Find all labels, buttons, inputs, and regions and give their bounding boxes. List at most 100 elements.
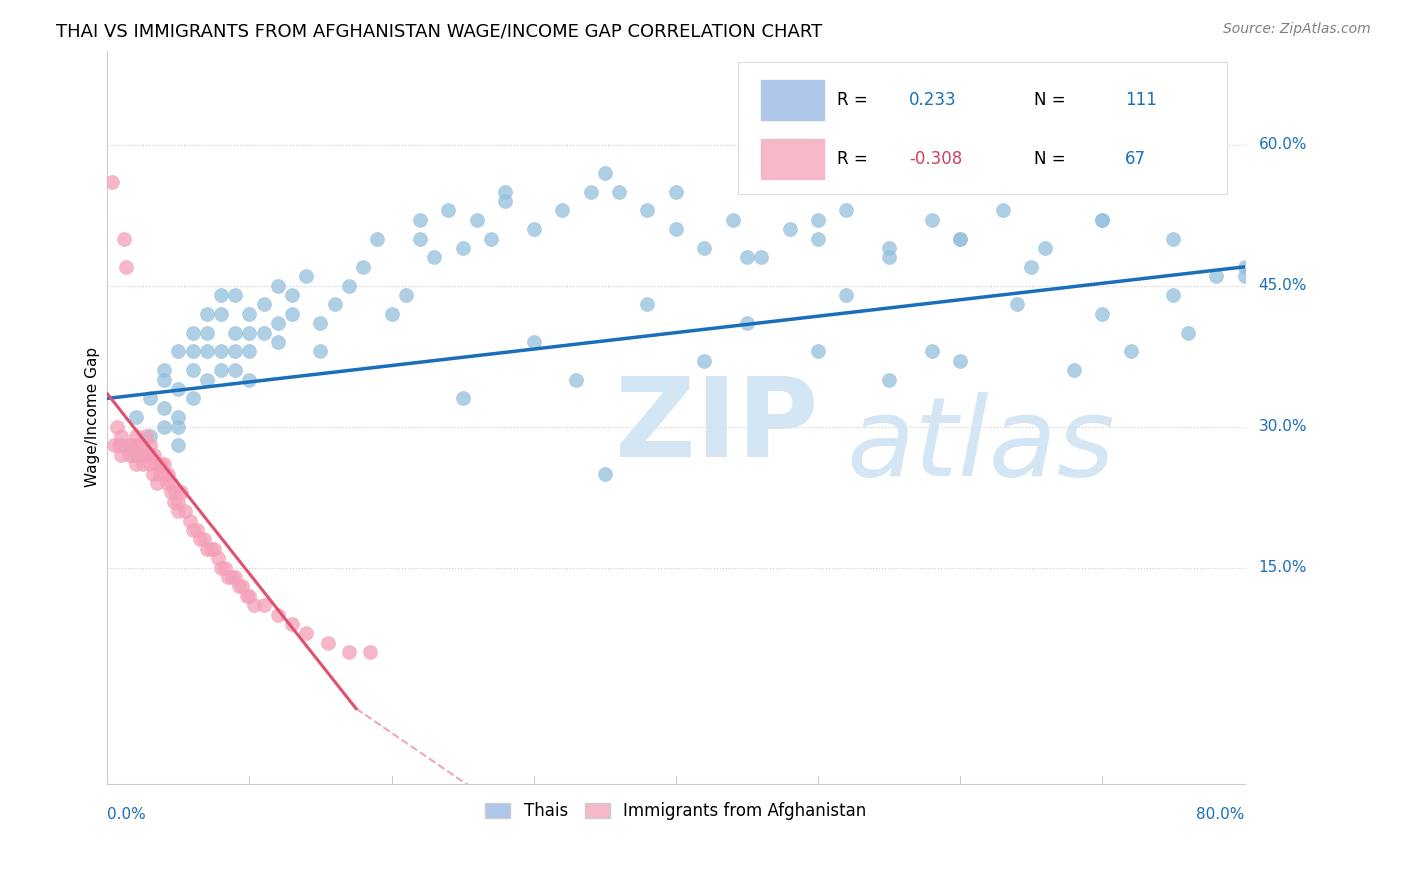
Text: 80.0%: 80.0% [1197, 807, 1244, 822]
Text: THAI VS IMMIGRANTS FROM AFGHANISTAN WAGE/INCOME GAP CORRELATION CHART: THAI VS IMMIGRANTS FROM AFGHANISTAN WAGE… [56, 22, 823, 40]
Text: R =: R = [838, 150, 873, 168]
Point [238, 344, 260, 359]
Point [124, 438, 146, 452]
Point [132, 457, 155, 471]
Point [153, 419, 176, 434]
Point [167, 504, 190, 518]
Point [179, 514, 201, 528]
Point [107, 438, 129, 452]
Point [224, 363, 246, 377]
Point [1091, 307, 1114, 321]
Point [423, 251, 446, 265]
Point [807, 212, 830, 227]
Point [228, 579, 250, 593]
Point [207, 551, 229, 566]
Point [156, 475, 179, 490]
Point [479, 232, 502, 246]
Text: 0.233: 0.233 [910, 91, 956, 109]
Point [636, 203, 658, 218]
Point [295, 626, 318, 640]
Point [153, 363, 176, 377]
Point [1063, 363, 1085, 377]
Point [238, 589, 260, 603]
Point [1163, 232, 1185, 246]
Point [921, 344, 943, 359]
Point [949, 354, 972, 368]
Point [465, 212, 488, 227]
Point [167, 410, 190, 425]
Point [238, 326, 260, 340]
Point [224, 326, 246, 340]
Point [217, 570, 239, 584]
Point [1163, 288, 1185, 302]
Point [100, 175, 122, 189]
Bar [761, 80, 824, 120]
Point [167, 344, 190, 359]
Point [195, 344, 218, 359]
Point [224, 288, 246, 302]
Text: N =: N = [1035, 150, 1071, 168]
Point [209, 344, 232, 359]
Point [949, 232, 972, 246]
Point [146, 457, 169, 471]
Point [309, 344, 332, 359]
Point [105, 419, 128, 434]
Point [1205, 269, 1227, 284]
Point [142, 467, 165, 481]
Point [143, 448, 166, 462]
Point [359, 645, 381, 659]
Point [209, 288, 232, 302]
Point [267, 334, 290, 349]
Point [181, 326, 204, 340]
Point [1091, 212, 1114, 227]
Point [167, 419, 190, 434]
Point [167, 382, 190, 396]
Point [181, 344, 204, 359]
Text: -0.308: -0.308 [910, 150, 962, 168]
Point [157, 467, 180, 481]
Point [721, 212, 744, 227]
Text: 60.0%: 60.0% [1258, 137, 1308, 153]
Point [316, 636, 339, 650]
Point [124, 429, 146, 443]
Point [139, 429, 162, 443]
Point [136, 448, 159, 462]
Point [110, 448, 132, 462]
Point [835, 203, 858, 218]
Point [103, 438, 125, 452]
Point [409, 212, 432, 227]
Point [167, 438, 190, 452]
Point [877, 373, 900, 387]
Text: 0.0%: 0.0% [107, 807, 146, 822]
Point [181, 363, 204, 377]
Point [195, 373, 218, 387]
FancyBboxPatch shape [738, 62, 1227, 194]
Point [160, 475, 183, 490]
Point [110, 429, 132, 443]
Point [124, 410, 146, 425]
Point [735, 316, 758, 330]
Point [252, 326, 274, 340]
Point [124, 457, 146, 471]
Point [693, 241, 716, 255]
Point [1119, 344, 1142, 359]
Point [593, 467, 616, 481]
Point [1233, 260, 1256, 274]
Point [209, 363, 232, 377]
Point [181, 523, 204, 537]
Point [209, 307, 232, 321]
Text: 67: 67 [1125, 150, 1146, 168]
Text: Source: ZipAtlas.com: Source: ZipAtlas.com [1223, 22, 1371, 37]
Point [181, 392, 204, 406]
Point [523, 334, 546, 349]
Point [165, 485, 187, 500]
Point [949, 232, 972, 246]
Point [114, 260, 136, 274]
Point [153, 457, 176, 471]
Point [835, 288, 858, 302]
Point [337, 645, 360, 659]
Point [202, 541, 225, 556]
Point [195, 307, 218, 321]
Point [214, 560, 236, 574]
Point [153, 467, 176, 481]
